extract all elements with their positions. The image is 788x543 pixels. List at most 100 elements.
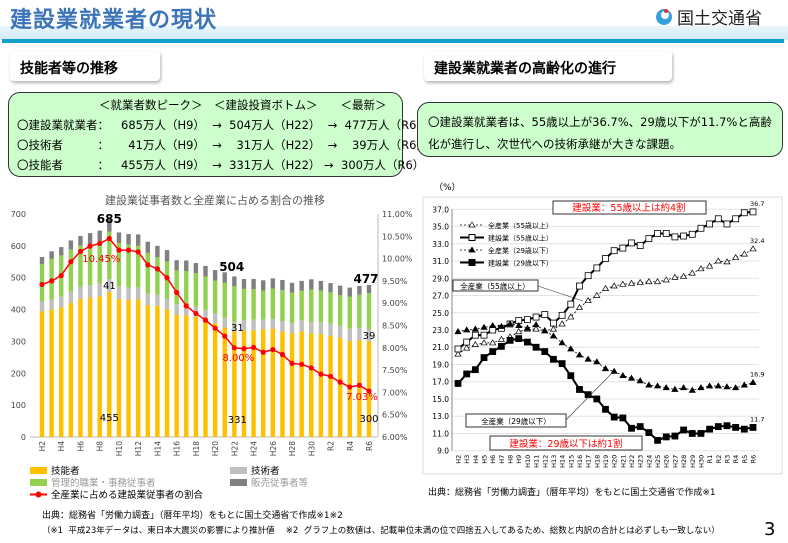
bar-engineer [328,323,333,336]
bar-engineer [164,298,170,310]
ratio-point [356,382,362,388]
y-tick-label: 15.0 [432,395,449,404]
series-construction-29under-point [584,391,592,399]
series-all-55plus-point [584,297,592,304]
bar-sales [366,285,372,294]
series-all-55plus-point [532,325,540,332]
bar-engineer [97,283,102,297]
x-tick-label: H26 [269,441,278,456]
series-construction-55plus-point [636,242,644,249]
ratio-point [212,325,218,331]
x-tick-label: H9 [515,455,523,464]
ratio-point [241,346,247,352]
bar-skilled [164,309,170,437]
bar-skilled [87,297,93,437]
bar-skilled [184,315,189,437]
series-all-55plus-point [740,250,748,257]
series-construction-29under-point [654,436,661,444]
series-all-29under-point [593,358,601,365]
y-tick-label: 17.0 [432,378,449,387]
legend-label: 全産業に占める建設業従事者の割合 [51,490,204,501]
bar-engineer [39,301,45,312]
series-construction-55plus-point [645,235,653,243]
bar-management [366,293,372,330]
series-all-29under-point [740,381,748,388]
label-peak-engineers: 41 [103,281,116,292]
bar-sales [116,232,122,243]
series-all-55plus-point [463,344,471,351]
bar-management [116,242,122,287]
label-bottom-engineers: 31 [231,323,244,334]
page-title: 建設業就業者の現状 [10,8,218,33]
bar-skilled [126,299,131,437]
footnote: （※1 平成23年データは、東日本大震災の影響により推計値 ※2 グラフ上の数値… [42,526,720,536]
series-all-55plus-point [653,278,662,285]
series-construction-29under-point [671,432,679,440]
y2-tick-label: 9.50% [382,277,408,286]
bar-management [261,290,266,320]
series-all-55plus-point [662,276,670,283]
series-construction-55plus-point [550,319,557,327]
series-construction-29under-point [515,335,523,343]
end-value-label: 36.7 [750,200,764,208]
series-all-55plus-point [610,282,618,289]
bar-sales [347,287,352,297]
series-construction-29under-point [480,354,488,361]
y-tick-label: 200 [11,369,26,378]
series-all-29under-point [471,325,479,332]
x-tick-label: H8 [507,455,515,464]
section-title-right: 建設業就業者の高齢化の進行 [424,51,672,81]
bar-sales [155,245,160,258]
series-construction-29under-point [532,343,540,351]
bar-sales [318,280,324,291]
series-construction-29under-point [524,338,531,346]
legend-item: 技術者 [230,463,280,477]
x-tick-label: H26 [663,455,671,468]
series-all-29under-point [575,351,584,358]
legend-label: 建設業（29歳以下） [488,259,553,268]
bar-management [78,245,83,287]
series-construction-55plus-point [567,300,575,308]
bar-sales [203,265,208,277]
bar-skilled [222,327,227,437]
y-tick-label: 37.0 [432,205,449,214]
ratio-point [270,346,276,353]
ratio-point [260,349,266,355]
bar-sales [357,285,362,295]
bar-skilled [309,333,314,437]
y-tick-label: 25.0 [432,309,449,318]
bar-skilled [68,303,74,437]
legend-item: 全産業に占める建設業従事者の割合 [30,487,203,501]
bar-engineer [241,320,247,331]
bar-skilled [357,340,362,437]
ratio-point [318,371,324,377]
bar-skilled [337,337,343,437]
y-tick-label: 29.0 [432,274,449,283]
x-tick-label: H25 [654,455,662,468]
x-tick-label: H23 [637,455,645,468]
series-all-29under-line [457,323,754,391]
series-all-29under-point [480,323,488,330]
series-construction-55plus-point [671,233,679,241]
x-tick-label: R6 [750,455,758,464]
bar-engineer [289,322,295,334]
label-latest-ratio: 7.03% [346,392,378,403]
ratio-point [135,249,141,255]
callout-construction-55plus: 建設業：55歳以上は約4割 [572,202,685,214]
workforce-summary-box: ＜就業者数ピーク＞ ＜建設投資ボトム＞ ＜最新＞ 〇建設業就業者： 685万人（… [8,92,428,177]
ratio-point [116,247,122,253]
label-latest-engineers: 39 [363,331,376,342]
bar-management [357,294,362,329]
series-all-29under-point [541,327,549,334]
bar-skilled [155,305,160,437]
series-construction-29under-point [454,380,462,387]
bar-engineer [232,321,237,332]
series-all-29under-point [688,386,696,393]
ratio-point [183,303,189,309]
series-construction-55plus-point [541,311,549,318]
x-tick-label: H4 [57,441,66,452]
series-all-55plus-point [471,340,479,348]
x-tick-label: R2 [327,441,336,451]
bar-engineer [251,319,256,331]
summary-row: 455万人（H9） → 331万人（H22） → 300万人（R6） [121,158,425,172]
